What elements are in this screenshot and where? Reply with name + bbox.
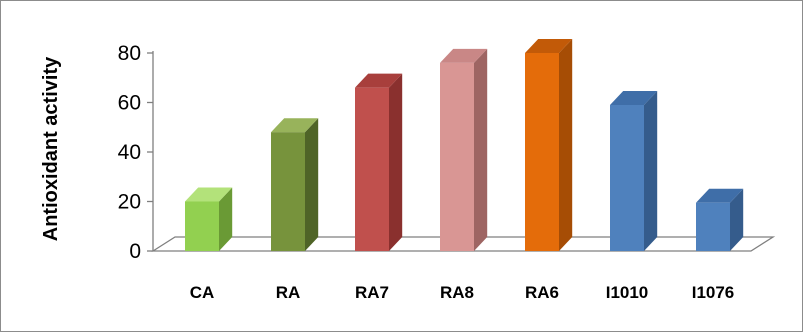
bar-front [355,88,389,251]
bar-side [305,118,318,251]
bar-front [440,63,474,251]
y-tick-label: 40 [118,141,141,164]
bar-side [389,74,402,251]
bar-ra [271,118,318,251]
x-tick-label: RA8 [440,283,474,302]
y-tick-label: 60 [118,92,141,115]
bar-side [559,39,572,251]
bar-front [271,132,305,251]
x-tick-label: I1010 [606,283,649,302]
bar-side [474,49,487,251]
bars [185,39,743,251]
bar-ra7 [355,74,402,251]
y-tick-label: 20 [118,191,141,214]
y-tick-label: 80 [118,42,141,65]
x-tick-label: I1076 [692,283,735,302]
y-tick-label: 0 [129,240,141,263]
bar-i1010 [610,91,657,251]
bar-ra6 [525,39,572,251]
bar-front [185,202,219,252]
bar-front [525,53,559,251]
bar-front [610,105,644,251]
bar-front [696,203,730,251]
y-tick-labels: 0 20 40 60 80 [118,42,141,263]
y-axis-title: Antioxidant activity [40,56,62,241]
x-tick-label: RA7 [355,283,389,302]
bar-ca [185,188,232,252]
x-tick-label: CA [190,283,215,302]
bar-side [644,91,657,251]
x-tick-labels: CA RA RA7 RA8 RA6 I1010 I1076 [190,283,735,302]
y-axis [147,51,153,251]
x-tick-label: RA6 [525,283,559,302]
bar-ra8 [440,49,487,251]
x-tick-label: RA [276,283,301,302]
bar-i1076 [696,189,743,251]
